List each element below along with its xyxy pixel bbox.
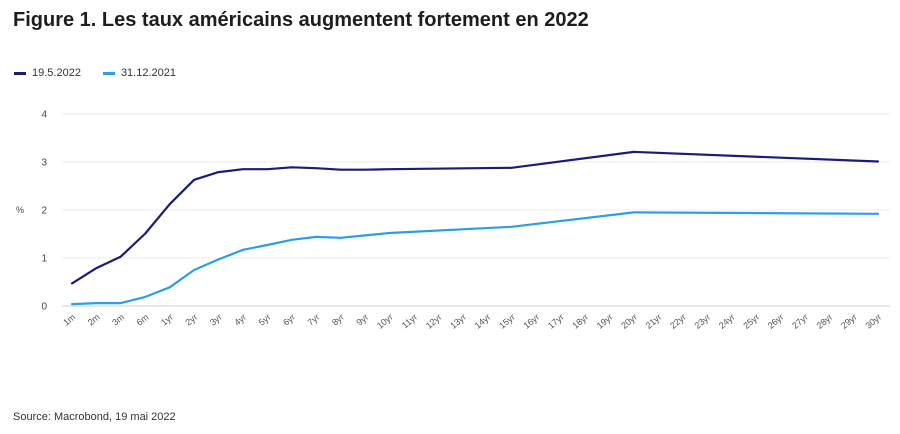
source-note: Source: Macrobond, 19 mai 2022 [13, 411, 176, 423]
y-tick-label: 4 [41, 110, 47, 121]
y-tick-label: 2 [41, 206, 47, 217]
legend-label-series-1: 19.5.2022 [32, 67, 81, 79]
y-axis-ticks: 0 1 2 3 4 [41, 110, 47, 313]
x-tick-label: 21yr [644, 312, 664, 331]
x-tick-label: 18yr [570, 312, 590, 331]
x-tick-label: 5yr [257, 312, 273, 328]
y-tick-label: 1 [41, 254, 47, 265]
series-lines [70, 150, 880, 306]
x-tick-label: 7yr [306, 312, 322, 328]
x-tick-label: 3m [110, 312, 126, 328]
legend-item-series-2: 31.12.2021 [102, 67, 176, 79]
x-tick-label: 4yr [232, 312, 248, 328]
x-tick-label: 29yr [839, 312, 859, 331]
x-tick-label: 6m [135, 312, 151, 328]
chart-title: Figure 1. Les taux américains augmentent… [13, 9, 589, 31]
x-tick-label: 27yr [790, 312, 810, 331]
legend-label-series-2: 31.12.2021 [120, 67, 176, 79]
line-chart: 0 1 2 3 4 % 1m 2m 3m 6m 1yr 2yr 3yr 4yr 5yr 6yr 7yr 8yr… [16, 110, 890, 331]
x-tick-label: 24yr [717, 312, 737, 331]
legend: 19.5.2022 31.12.2021 [14, 67, 198, 79]
x-tick-label: 1m [61, 312, 77, 328]
x-tick-label: 6yr [281, 312, 297, 328]
x-tick-label: 13yr [448, 312, 468, 331]
x-tick-label: 23yr [692, 312, 712, 331]
x-tick-label: 19yr [595, 312, 615, 331]
y-tick-label: 0 [41, 302, 47, 313]
x-tick-label: 25yr [741, 312, 761, 331]
x-tick-label: 14yr [473, 312, 493, 331]
x-tick-label: 17yr [546, 312, 566, 331]
x-tick-label: 8yr [330, 312, 346, 328]
x-tick-label: 2m [86, 312, 102, 328]
x-tick-label: 11yr [400, 312, 419, 330]
legend-item-series-1: 19.5.2022 [14, 67, 81, 79]
legend-swatch-series-1 [14, 71, 26, 75]
x-tick-label: 28yr [815, 312, 835, 331]
series-line-2 [70, 211, 880, 306]
x-tick-label: 12yr [424, 312, 444, 331]
x-tick-label: 26yr [766, 312, 786, 331]
x-tick-label: 30yr [863, 312, 883, 331]
gridlines [62, 113, 890, 307]
x-tick-label: 1yr [159, 312, 175, 328]
x-tick-label: 2yr [183, 312, 199, 328]
x-axis-ticks: 1m 2m 3m 6m 1yr 2yr 3yr 4yr 5yr 6yr 7yr 8yr 9yr 10yr 1… [61, 312, 883, 331]
x-tick-label: 3yr [208, 312, 224, 328]
legend-swatch-series-2 [102, 71, 115, 75]
y-axis-label: % [16, 205, 24, 215]
x-tick-label: 10yr [375, 312, 395, 331]
x-tick-label: 9yr [354, 312, 370, 328]
x-tick-label: 16yr [522, 312, 542, 331]
x-tick-label: 15yr [497, 312, 517, 331]
series-line-1 [70, 150, 880, 285]
y-tick-label: 3 [41, 158, 47, 169]
x-tick-label: 20yr [619, 312, 639, 331]
x-tick-label: 22yr [668, 312, 688, 331]
